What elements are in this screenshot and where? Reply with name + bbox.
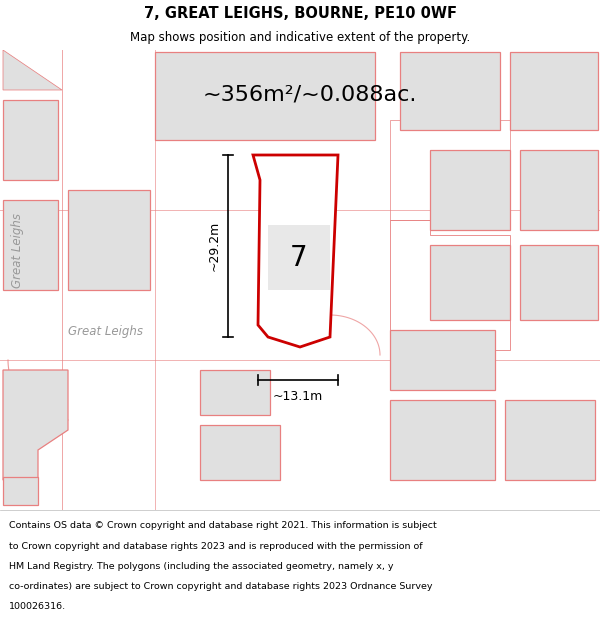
Text: 100026316.: 100026316. xyxy=(9,602,66,611)
Text: to Crown copyright and database rights 2023 and is reproduced with the permissio: to Crown copyright and database rights 2… xyxy=(9,542,422,551)
Polygon shape xyxy=(3,50,62,90)
Polygon shape xyxy=(390,400,495,480)
Polygon shape xyxy=(253,155,338,347)
Polygon shape xyxy=(3,370,68,480)
Polygon shape xyxy=(505,400,595,480)
Polygon shape xyxy=(155,52,375,140)
Text: 7: 7 xyxy=(290,244,308,272)
Text: 7, GREAT LEIGHS, BOURNE, PE10 0WF: 7, GREAT LEIGHS, BOURNE, PE10 0WF xyxy=(143,6,457,21)
Text: Great Leighs: Great Leighs xyxy=(67,326,143,339)
Polygon shape xyxy=(3,100,58,180)
Polygon shape xyxy=(510,52,598,130)
Text: Great Leighs: Great Leighs xyxy=(11,213,25,288)
Text: co-ordinates) are subject to Crown copyright and database rights 2023 Ordnance S: co-ordinates) are subject to Crown copyr… xyxy=(9,582,433,591)
Polygon shape xyxy=(520,245,598,320)
Text: HM Land Registry. The polygons (including the associated geometry, namely x, y: HM Land Registry. The polygons (includin… xyxy=(9,562,394,571)
Text: ~13.1m: ~13.1m xyxy=(273,389,323,402)
Polygon shape xyxy=(68,190,150,290)
Polygon shape xyxy=(430,150,510,230)
Text: ~29.2m: ~29.2m xyxy=(208,221,221,271)
Text: Contains OS data © Crown copyright and database right 2021. This information is : Contains OS data © Crown copyright and d… xyxy=(9,521,437,531)
Polygon shape xyxy=(430,245,510,320)
Text: ~356m²/~0.088ac.: ~356m²/~0.088ac. xyxy=(203,85,417,105)
Polygon shape xyxy=(390,330,495,390)
Polygon shape xyxy=(200,370,270,415)
Polygon shape xyxy=(3,477,38,505)
Polygon shape xyxy=(3,200,58,290)
Text: Map shows position and indicative extent of the property.: Map shows position and indicative extent… xyxy=(130,31,470,44)
Polygon shape xyxy=(400,52,500,130)
Polygon shape xyxy=(268,225,330,290)
Polygon shape xyxy=(200,425,280,480)
Polygon shape xyxy=(520,150,598,230)
